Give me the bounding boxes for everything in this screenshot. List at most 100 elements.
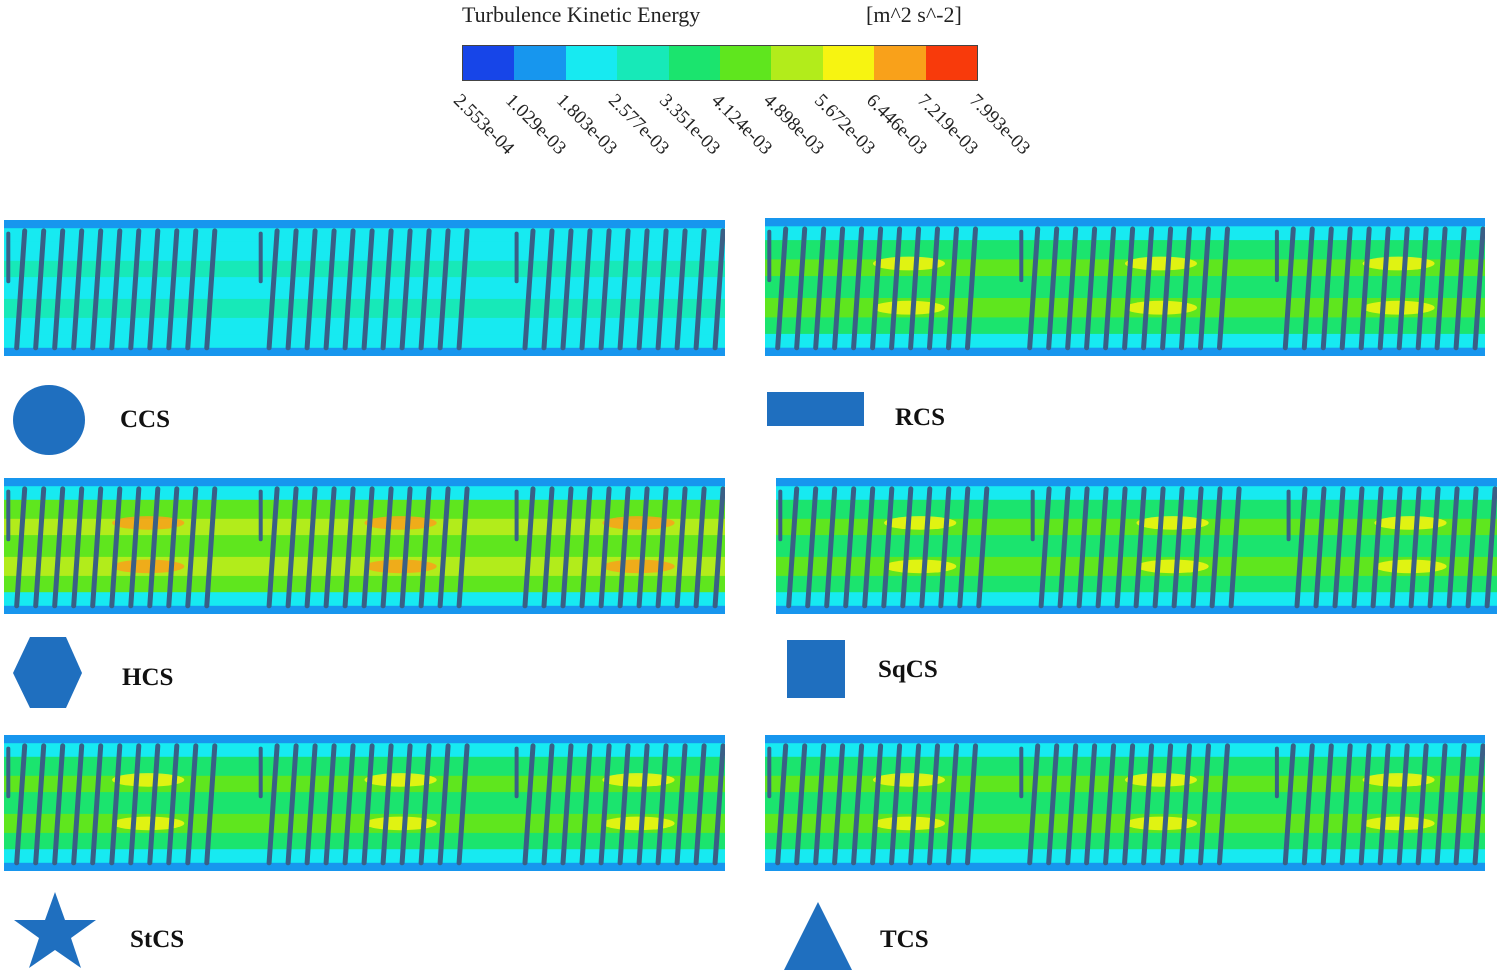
coil-rod bbox=[1472, 743, 1485, 866]
coil-rod bbox=[1320, 743, 1334, 866]
panel-label: RCS bbox=[895, 404, 946, 431]
contour-band bbox=[4, 743, 725, 758]
coil-rod bbox=[560, 486, 574, 609]
coil-rod bbox=[323, 743, 337, 866]
contour-hotspot bbox=[602, 773, 675, 787]
coil-rod bbox=[399, 743, 413, 866]
coil-rod bbox=[1084, 226, 1098, 351]
contour-hotspot bbox=[873, 773, 945, 787]
coil-rod bbox=[1198, 226, 1211, 351]
coil-rod bbox=[1339, 743, 1353, 866]
colorbar-swatch bbox=[668, 46, 721, 80]
hexagon-icon bbox=[12, 636, 84, 715]
coil-rod bbox=[147, 486, 161, 609]
coil-rod bbox=[1057, 486, 1071, 609]
coil-rod bbox=[323, 486, 337, 609]
coil-rod bbox=[147, 228, 161, 351]
contour-band bbox=[765, 240, 1485, 260]
contour-hotspot bbox=[1362, 300, 1435, 315]
contour-band bbox=[4, 260, 725, 278]
coil-rod bbox=[1446, 486, 1460, 609]
coil-rod bbox=[946, 226, 959, 351]
coil-rod bbox=[786, 486, 800, 609]
coil-rod bbox=[1217, 743, 1230, 866]
coil-rod bbox=[1453, 226, 1467, 351]
contour-panel-sqcs bbox=[776, 478, 1497, 614]
coil-rod bbox=[541, 743, 555, 866]
coil-rod bbox=[541, 228, 555, 351]
coil-rod bbox=[437, 486, 451, 609]
contour-panel-hcs bbox=[4, 478, 725, 614]
contour-hotspot bbox=[1125, 816, 1197, 831]
coil-rod bbox=[1046, 743, 1060, 866]
coil-rod bbox=[851, 743, 865, 866]
contour-band bbox=[776, 535, 1497, 558]
coil-rod bbox=[693, 486, 707, 609]
contour-panel-tcs bbox=[765, 735, 1485, 871]
contour-hotspot bbox=[364, 773, 437, 787]
coil-rod bbox=[456, 486, 470, 609]
contour-band bbox=[4, 499, 725, 520]
coil-rod bbox=[14, 486, 28, 609]
coil-rod bbox=[418, 743, 432, 866]
coil-rod bbox=[655, 743, 669, 866]
panel-label: TCS bbox=[880, 926, 929, 953]
coil-rod bbox=[775, 226, 789, 351]
coil-rod bbox=[1313, 486, 1327, 609]
coil-rod bbox=[166, 486, 180, 609]
coil-rod bbox=[33, 743, 47, 866]
coil-rod bbox=[380, 228, 394, 351]
coil-rod bbox=[1141, 743, 1155, 866]
coil-rod bbox=[889, 226, 903, 351]
circle-icon bbox=[12, 384, 86, 461]
coil-rod bbox=[1190, 486, 1204, 609]
contour-hotspot bbox=[1362, 816, 1435, 831]
contour-band bbox=[776, 478, 1497, 487]
coil-rod bbox=[957, 486, 971, 609]
contour-band bbox=[4, 756, 725, 777]
coil-rod bbox=[1160, 226, 1174, 351]
coil-rod bbox=[1095, 486, 1109, 609]
contour-hotspot bbox=[1136, 516, 1209, 530]
coil-rod bbox=[361, 743, 375, 866]
coil-rod bbox=[1396, 743, 1410, 866]
coil-rod bbox=[1453, 743, 1467, 866]
coil-rod bbox=[1370, 486, 1384, 609]
contour-band bbox=[765, 735, 1485, 744]
contour-band bbox=[4, 241, 725, 262]
coil-rod bbox=[598, 486, 612, 609]
contour-hotspot bbox=[1136, 559, 1209, 574]
coil-rod bbox=[579, 228, 593, 351]
coil-rod bbox=[437, 228, 451, 351]
coil-rod bbox=[832, 226, 846, 351]
coil-rod bbox=[908, 226, 922, 351]
contour-band bbox=[776, 499, 1497, 520]
coil-rod bbox=[1472, 226, 1485, 351]
coil-rod bbox=[636, 486, 650, 609]
coil-rod bbox=[1427, 486, 1441, 609]
coil-rod bbox=[1377, 743, 1391, 866]
coil-rod bbox=[90, 743, 104, 866]
coil-rod bbox=[323, 228, 337, 351]
contour-hotspot bbox=[364, 559, 437, 574]
coil-rod bbox=[342, 228, 356, 351]
coil-rod bbox=[674, 486, 688, 609]
coil-rod bbox=[128, 486, 142, 609]
coil-rod bbox=[285, 743, 299, 866]
contour-band bbox=[4, 605, 725, 614]
coil-rod bbox=[775, 743, 789, 866]
coil-rod bbox=[109, 228, 123, 351]
coil-rod bbox=[14, 743, 28, 866]
contour-hotspot bbox=[1125, 256, 1197, 271]
coil-rod bbox=[1084, 743, 1098, 866]
coil-rod bbox=[1114, 486, 1128, 609]
contour-band bbox=[776, 486, 1497, 501]
coil-rod bbox=[1282, 743, 1296, 866]
coil-rod bbox=[33, 228, 47, 351]
coil-rod bbox=[90, 228, 104, 351]
coil-rod bbox=[522, 486, 536, 609]
colorbar-swatch bbox=[463, 46, 515, 80]
coil-rod bbox=[900, 486, 914, 609]
coil-rod bbox=[693, 743, 707, 866]
